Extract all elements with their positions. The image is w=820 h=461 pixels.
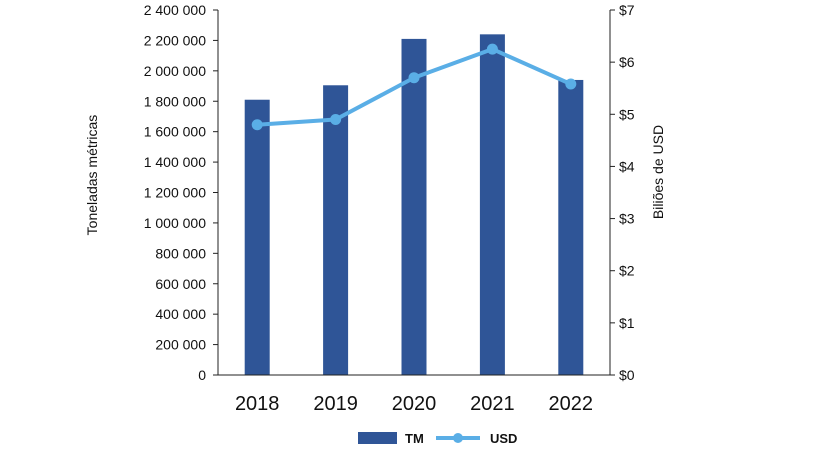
x-tick-label: 2021 [470,393,515,415]
bar-2019 [323,85,349,375]
usd-point-2020 [408,72,420,84]
x-tick-label: 2018 [235,393,280,415]
left-tick-label: 2 200 000 [144,32,206,48]
right-tick-label: $0 [619,367,635,383]
x-tick-label: 2020 [392,393,437,415]
bar-2020 [401,38,427,375]
bar-2018 [244,99,270,376]
right-tick-label: $2 [619,263,635,279]
x-tick-label: 2019 [313,393,358,415]
legend-label-tm: TM [405,431,424,446]
x-tick-label: 2022 [549,393,594,415]
right-axis-title: Biliões de USD [650,125,666,219]
left-tick-label: 0 [198,367,206,383]
left-tick-label: 1 600 000 [144,124,206,140]
right-tick-label: $7 [619,2,635,18]
legend-label-usd: USD [490,431,517,446]
left-tick-label: 200 000 [155,337,206,353]
left-axis-title: Toneladas métricas [84,115,100,236]
left-tick-label: 1 000 000 [144,215,206,231]
right-tick-label: $1 [619,315,635,331]
axes-layer: 0 200 000 400 000 600 000 800 000 1 000 000 1 … [144,2,635,415]
left-tick-label: 400 000 [155,306,206,322]
usd-point-2022 [565,78,577,90]
usd-point-2019 [330,114,342,125]
left-tick-label: 1 200 000 [144,185,206,201]
legend-swatch-tm [358,432,397,444]
right-tick-label: $5 [619,106,635,122]
bar-2022 [558,79,584,375]
left-tick-label: 600 000 [155,276,206,292]
legend-marker-usd [453,433,463,443]
left-tick-label: 2 400 000 [144,2,206,18]
bar-2021 [479,34,505,375]
left-tick-label: 1 800 000 [144,93,206,109]
right-tick-label: $3 [619,211,635,227]
line-layer [251,43,577,131]
right-tick-label: $4 [619,158,635,174]
usd-point-2018 [251,119,263,131]
right-tick-label: $6 [619,54,635,70]
legend: TM USD [358,431,517,446]
left-tick-label: 2 000 000 [144,63,206,79]
left-tick-label: 800 000 [155,245,206,261]
bars-layer [244,34,584,376]
usd-point-2021 [486,43,498,55]
left-tick-label: 1 400 000 [144,154,206,170]
